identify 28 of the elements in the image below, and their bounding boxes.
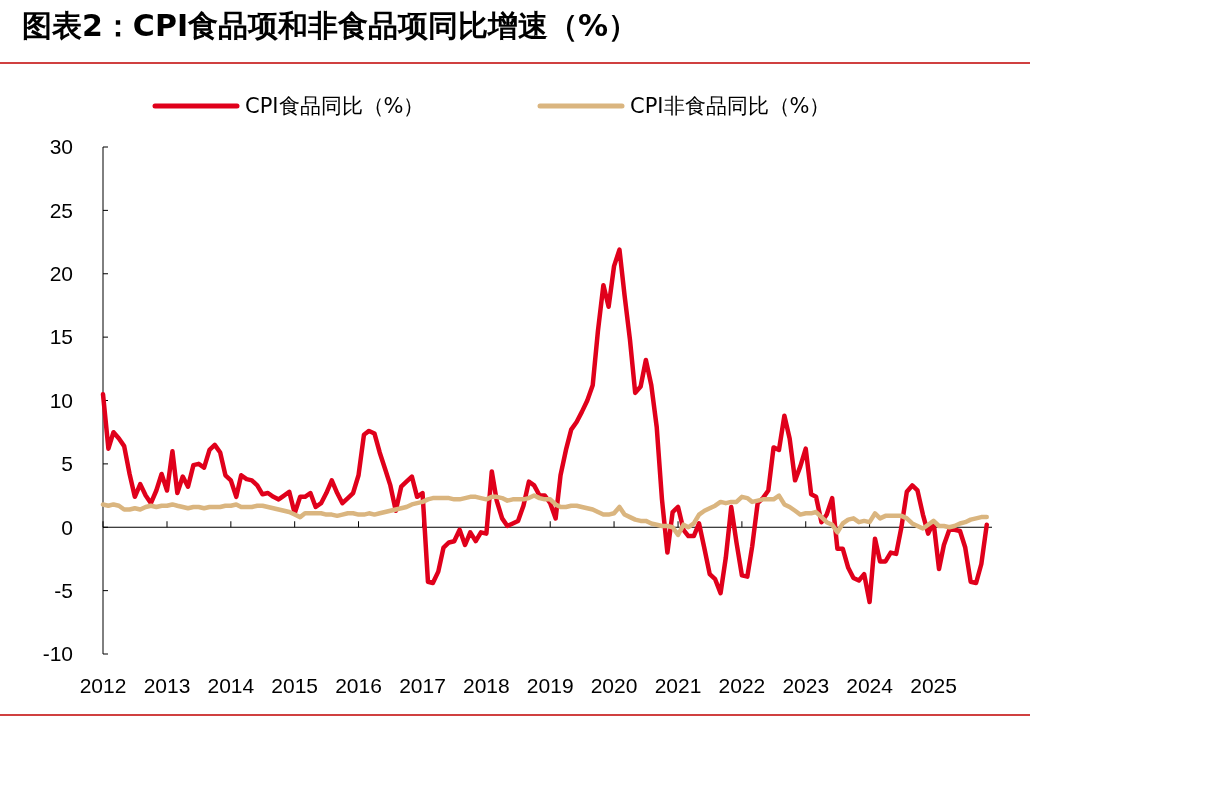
y-tick-label: -10 xyxy=(42,642,73,666)
x-tick-label: 2012 xyxy=(79,674,127,697)
y-tick-label: 0 xyxy=(61,515,73,539)
x-tick-label: 2014 xyxy=(207,674,255,697)
chart-title: 图表2：CPI食品项和非食品项同比增速（%） xyxy=(22,8,639,43)
y-tick-label: -5 xyxy=(54,578,73,602)
x-tick-label: 2015 xyxy=(271,674,319,697)
x-tick-label: 2020 xyxy=(590,674,638,697)
x-tick-label: 2021 xyxy=(654,674,702,697)
x-tick-label: 2013 xyxy=(143,674,191,697)
x-tick-label: 2023 xyxy=(782,674,830,697)
y-tick-label: 15 xyxy=(49,325,73,349)
line-series xyxy=(100,247,989,605)
legend-label: CPI食品同比（%） xyxy=(245,94,425,119)
x-tick-label: 2019 xyxy=(526,674,574,697)
y-tick-label: 30 xyxy=(49,135,73,159)
x-tick-label: 2025 xyxy=(910,674,957,697)
line-series xyxy=(100,493,989,538)
legend-label: CPI非食品同比（%） xyxy=(630,94,831,119)
x-tick-label: 2017 xyxy=(399,674,446,697)
x-tick-label: 2024 xyxy=(846,674,894,697)
y-tick-label: 5 xyxy=(61,452,73,476)
x-tick-label: 2022 xyxy=(718,674,766,697)
y-tick-label: 20 xyxy=(49,262,73,286)
x-tick-label: 2016 xyxy=(335,674,382,697)
x-tick-label: 2018 xyxy=(463,674,510,697)
y-tick-label: 25 xyxy=(49,198,73,222)
y-tick-label: 10 xyxy=(49,388,73,412)
